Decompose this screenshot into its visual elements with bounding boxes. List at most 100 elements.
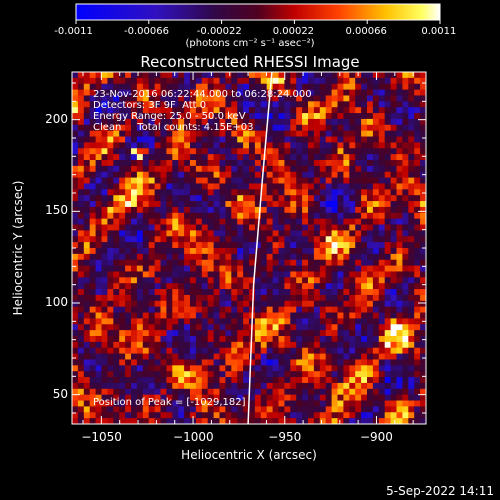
- heatmap-cell: [195, 171, 203, 178]
- heatmap-cell: [308, 118, 315, 126]
- heatmap-cell: [107, 89, 114, 96]
- heatmap-cell: [414, 113, 421, 120]
- heatmap-cell: [414, 259, 421, 266]
- heatmap-cell: [420, 72, 427, 79]
- heatmap-cell: [154, 113, 161, 120]
- heatmap-cell: [89, 418, 96, 425]
- heatmap-cell: [290, 189, 297, 196]
- heatmap-cell: [390, 394, 397, 401]
- heatmap-cell: [296, 336, 303, 343]
- heatmap-cell: [95, 371, 102, 378]
- heatmap-cell: [119, 365, 126, 372]
- heatmap-cell: [319, 347, 327, 354]
- heatmap-cell: [72, 113, 79, 120]
- heatmap-cell: [254, 265, 262, 272]
- heatmap-cell: [290, 294, 297, 302]
- heatmap-cell: [272, 236, 279, 243]
- heatmap-cell: [237, 77, 244, 85]
- heatmap-cell: [349, 224, 356, 231]
- heatmap-cell: [201, 277, 209, 284]
- heatmap-cell: [95, 212, 102, 220]
- heatmap-cell: [160, 171, 167, 178]
- heatmap-cell: [172, 89, 179, 96]
- heatmap-cell: [178, 242, 185, 249]
- heatmap-cell: [408, 230, 415, 237]
- heatmap-cell: [396, 101, 403, 108]
- heatmap-cell: [396, 336, 403, 343]
- heatmap-cell: [148, 347, 155, 354]
- heatmap-cell: [77, 195, 85, 202]
- heatmap-cell: [172, 300, 179, 308]
- heatmap-cell: [302, 353, 309, 360]
- heatmap-cell: [384, 406, 391, 413]
- heatmap-cell: [237, 418, 244, 425]
- heatmap-cell: [237, 259, 244, 266]
- heatmap-cell: [201, 336, 209, 343]
- heatmap-cell: [77, 230, 85, 237]
- heatmap-cell: [266, 101, 273, 108]
- heatmap-cell: [142, 265, 150, 272]
- y-axis-label: Heliocentric Y (arcsec): [11, 180, 25, 316]
- axis-ticks: [72, 72, 426, 424]
- heatmap-cell: [331, 341, 338, 349]
- heatmap-cell: [95, 206, 102, 214]
- heatmap-cell: [420, 77, 427, 85]
- heatmap-cell: [355, 400, 362, 407]
- heatmap-cell: [77, 371, 85, 378]
- heatmap-cell: [107, 242, 114, 249]
- heatmap-cell: [302, 171, 309, 178]
- heatmap-cell: [343, 72, 350, 79]
- heatmap-cell: [390, 242, 397, 249]
- heatmap-cell: [213, 377, 220, 384]
- heatmap-cell: [402, 294, 409, 302]
- heatmap-cell: [243, 95, 250, 102]
- x-tick-label: −1000: [173, 430, 214, 444]
- heatmap-cell: [83, 400, 91, 407]
- heatmap-cell: [213, 177, 220, 184]
- heatmap-cell: [125, 113, 132, 120]
- heatmap-cell: [219, 77, 226, 85]
- heatmap-cell: [172, 154, 179, 161]
- heatmap-cell: [272, 277, 279, 284]
- heatmap-cell: [136, 382, 144, 390]
- heatmap-cell: [166, 206, 173, 214]
- heatmap-cell: [107, 183, 114, 190]
- heatmap-cell: [77, 130, 85, 137]
- heatmap-cell: [148, 124, 155, 132]
- heatmap-cell: [361, 154, 368, 161]
- heatmap-cell: [219, 101, 226, 108]
- heatmap-cell: [343, 189, 350, 196]
- heatmap-cell: [367, 277, 374, 284]
- heatmap-cell: [290, 212, 297, 220]
- heatmap-cell: [278, 113, 285, 120]
- heatmap-cell: [95, 312, 102, 319]
- heatmap-cell: [249, 242, 256, 249]
- heatmap-cell: [125, 218, 132, 225]
- heatmap-cell: [207, 83, 214, 90]
- heatmap-cell: [343, 101, 350, 108]
- heatmap-cell: [408, 83, 415, 90]
- heatmap-cell: [160, 347, 167, 354]
- heatmap-cell: [390, 418, 397, 425]
- heatmap-cell: [325, 101, 332, 108]
- heatmap-cell: [231, 306, 238, 313]
- heatmap-cell: [313, 212, 321, 220]
- heatmap-cell: [378, 347, 386, 354]
- heatmap-cell: [402, 289, 409, 296]
- heatmap-cell: [367, 130, 374, 137]
- heatmap-cell: [278, 142, 285, 149]
- heatmap-cell: [125, 118, 132, 126]
- heatmap-cell: [219, 195, 226, 202]
- heatmap-cell: [249, 265, 256, 272]
- heatmap-cell: [343, 341, 350, 349]
- heatmap-cell: [396, 242, 403, 249]
- heatmap-cell: [184, 336, 191, 343]
- heatmap-cell: [201, 101, 209, 108]
- heatmap-cell: [308, 124, 315, 132]
- heatmap-cell: [237, 118, 244, 126]
- heatmap-cell: [408, 95, 415, 102]
- heatmap-cell: [290, 418, 297, 425]
- heatmap-cell: [402, 353, 409, 360]
- heatmap-cell: [166, 353, 173, 360]
- heatmap-cell: [331, 277, 338, 284]
